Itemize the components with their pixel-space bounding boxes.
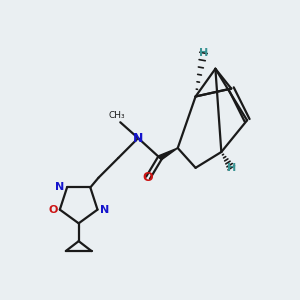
Text: H: H — [199, 48, 208, 58]
Text: H: H — [226, 163, 236, 173]
Text: O: O — [48, 205, 58, 214]
Text: N: N — [100, 205, 109, 214]
Polygon shape — [159, 148, 178, 160]
Text: N: N — [133, 132, 143, 145]
Text: CH₃: CH₃ — [109, 111, 126, 120]
Text: N: N — [56, 182, 65, 193]
Text: O: O — [143, 171, 153, 184]
